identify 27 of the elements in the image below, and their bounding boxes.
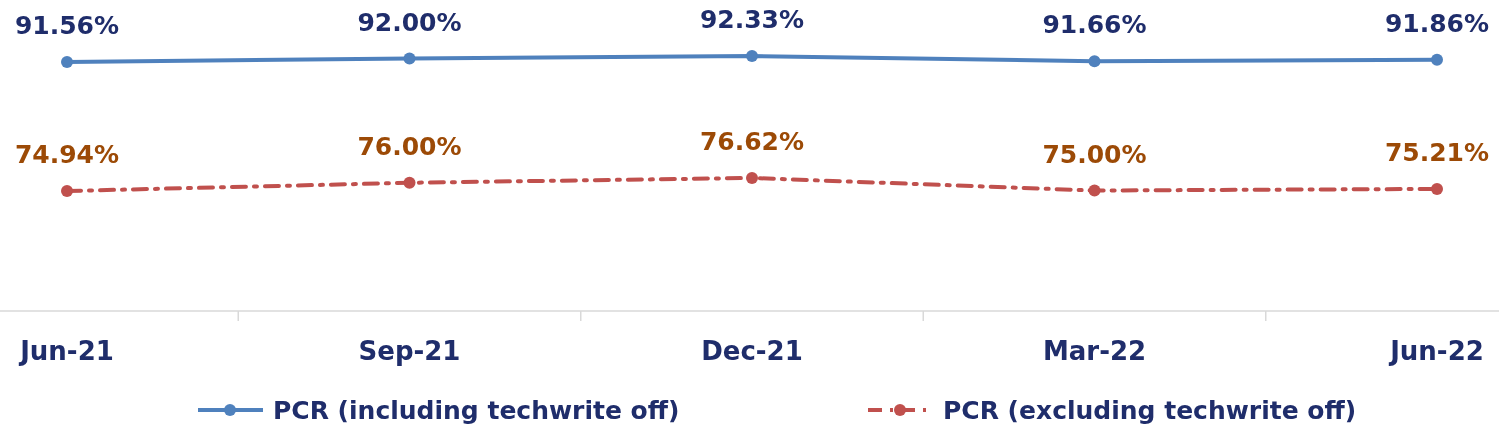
x-tick-label: Dec-21 (701, 336, 803, 366)
point (61, 55, 73, 68)
x-tick-label: Jun-21 (18, 336, 114, 366)
point (1088, 184, 1101, 197)
point (1431, 53, 1443, 66)
x-tick-label: Mar-22 (1042, 336, 1147, 366)
point (403, 52, 416, 65)
point (61, 185, 73, 197)
point (403, 176, 416, 189)
data-label: 91.56% (14, 10, 120, 40)
point (1088, 55, 1101, 68)
data-label: 75.00% (1042, 139, 1147, 169)
point (746, 50, 758, 62)
point (746, 171, 758, 184)
x-tick-label: Sep-21 (358, 336, 461, 366)
point (1431, 182, 1443, 195)
data-label: 91.66% (1042, 10, 1147, 40)
data-label: 75.21% (1384, 137, 1490, 167)
data-label: 92.00% (357, 7, 462, 37)
data-label: 74.94% (14, 140, 120, 169)
legend-label: PCR (excluding techwrite off) (943, 396, 1357, 425)
data-label: 76.62% (699, 126, 805, 156)
legend-label: PCR (including techwrite off) (273, 396, 680, 425)
data-label: 92.33% (699, 5, 805, 34)
x-tick-label: Jun-22 (1388, 336, 1484, 366)
data-label: 91.86% (1384, 8, 1490, 38)
data-label: 76.00% (357, 131, 462, 161)
